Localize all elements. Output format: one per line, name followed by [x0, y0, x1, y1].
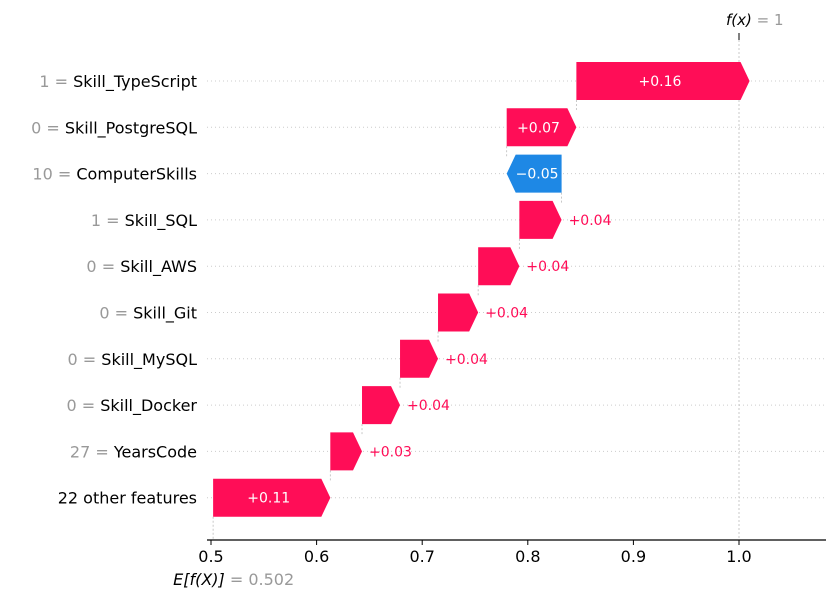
- bar-value-label: +0.07: [517, 120, 560, 136]
- feature-label: 27 = YearsCode: [70, 442, 197, 461]
- feature-name: Skill_Docker: [100, 396, 197, 416]
- feature-label: 0 = Skill_Git: [99, 304, 197, 324]
- x-tick-label: 0.8: [515, 547, 540, 566]
- bar-value-label: +0.04: [407, 398, 450, 414]
- positive-bar: [362, 386, 401, 425]
- feature-value: 1 =: [39, 72, 73, 91]
- output-value-number: = 1: [752, 11, 784, 29]
- output-value-annotation: f(x) = 1: [726, 11, 784, 29]
- annotations: E[f(X)] = 0.502 f(x) = 1: [173, 11, 783, 589]
- feature-name: Skill_TypeScript: [73, 72, 197, 92]
- bar-value-label: +0.03: [369, 444, 412, 460]
- feature-label: 10 = ComputerSkills: [32, 165, 197, 184]
- feature-value: 10 =: [32, 165, 76, 184]
- feature-name: Skill_SQL: [125, 211, 198, 231]
- bar-value-label: +0.04: [526, 259, 569, 275]
- feature-name: ComputerSkills: [76, 165, 197, 184]
- x-tick-label: 0.5: [198, 547, 223, 566]
- x-tick-label: 0.6: [304, 547, 329, 566]
- positive-bar: [438, 293, 479, 332]
- x-axis: 0.5 0.6 0.7 0.8 0.9 1.0: [198, 539, 826, 566]
- feature-labels: 1 = Skill_TypeScript 0 = Skill_PostgreSQL…: [31, 72, 197, 508]
- output-value-prefix: f(x): [726, 11, 752, 29]
- feature-value: 0 =: [68, 350, 102, 369]
- bar-value-label: +0.04: [485, 306, 528, 322]
- bars: +0.16 +0.07 −0.05 +0.04 +0.04 +0.04 +0.04 +0.04…: [213, 62, 750, 517]
- bar-value-label: −0.05: [516, 167, 559, 183]
- x-tick-label: 1.0: [726, 547, 751, 566]
- feature-label: 22 other features: [58, 489, 197, 508]
- feature-value: 0 =: [86, 257, 120, 276]
- positive-bar: [576, 62, 750, 100]
- feature-value: 1 =: [91, 211, 125, 230]
- positive-bar: [506, 108, 577, 147]
- positive-bar: [519, 200, 562, 239]
- base-value-number: = 0.502: [225, 570, 294, 589]
- feature-name: Skill_PostgreSQL: [65, 118, 197, 138]
- bar-value-label: +0.04: [445, 352, 488, 368]
- feature-value: 0 =: [31, 118, 65, 137]
- positive-bar: [330, 432, 363, 471]
- feature-label: 1 = Skill_SQL: [91, 211, 197, 231]
- feature-label: 0 = Skill_AWS: [86, 257, 197, 277]
- positive-bar: [213, 478, 331, 517]
- feature-value: 27 =: [70, 442, 114, 461]
- positive-bar: [400, 339, 439, 378]
- x-tick-label: 0.7: [409, 547, 434, 566]
- base-value-prefix: E[f(X)]: [173, 570, 225, 589]
- bar-value-label: +0.04: [569, 213, 612, 229]
- feature-label: 0 = Skill_PostgreSQL: [31, 118, 197, 138]
- feature-label: 0 = Skill_Docker: [66, 396, 197, 416]
- bar-value-label: +0.11: [247, 491, 290, 507]
- feature-name: Skill_AWS: [120, 257, 197, 277]
- bar-connectors: [212, 40, 740, 540]
- feature-value: 0 =: [99, 304, 133, 323]
- feature-name: 22 other features: [58, 489, 197, 508]
- feature-name: Skill_Git: [133, 304, 197, 324]
- negative-bar: [506, 154, 562, 193]
- positive-bar: [478, 247, 520, 286]
- feature-label: 0 = Skill_MySQL: [68, 350, 198, 370]
- base-value-annotation: E[f(X)] = 0.502: [173, 570, 294, 589]
- x-tick-label: 0.9: [621, 547, 646, 566]
- feature-value: 0 =: [66, 396, 100, 415]
- bar-value-label: +0.16: [639, 74, 682, 90]
- feature-name: Skill_MySQL: [101, 350, 197, 370]
- feature-name: YearsCode: [113, 442, 197, 461]
- feature-label: 1 = Skill_TypeScript: [39, 72, 197, 92]
